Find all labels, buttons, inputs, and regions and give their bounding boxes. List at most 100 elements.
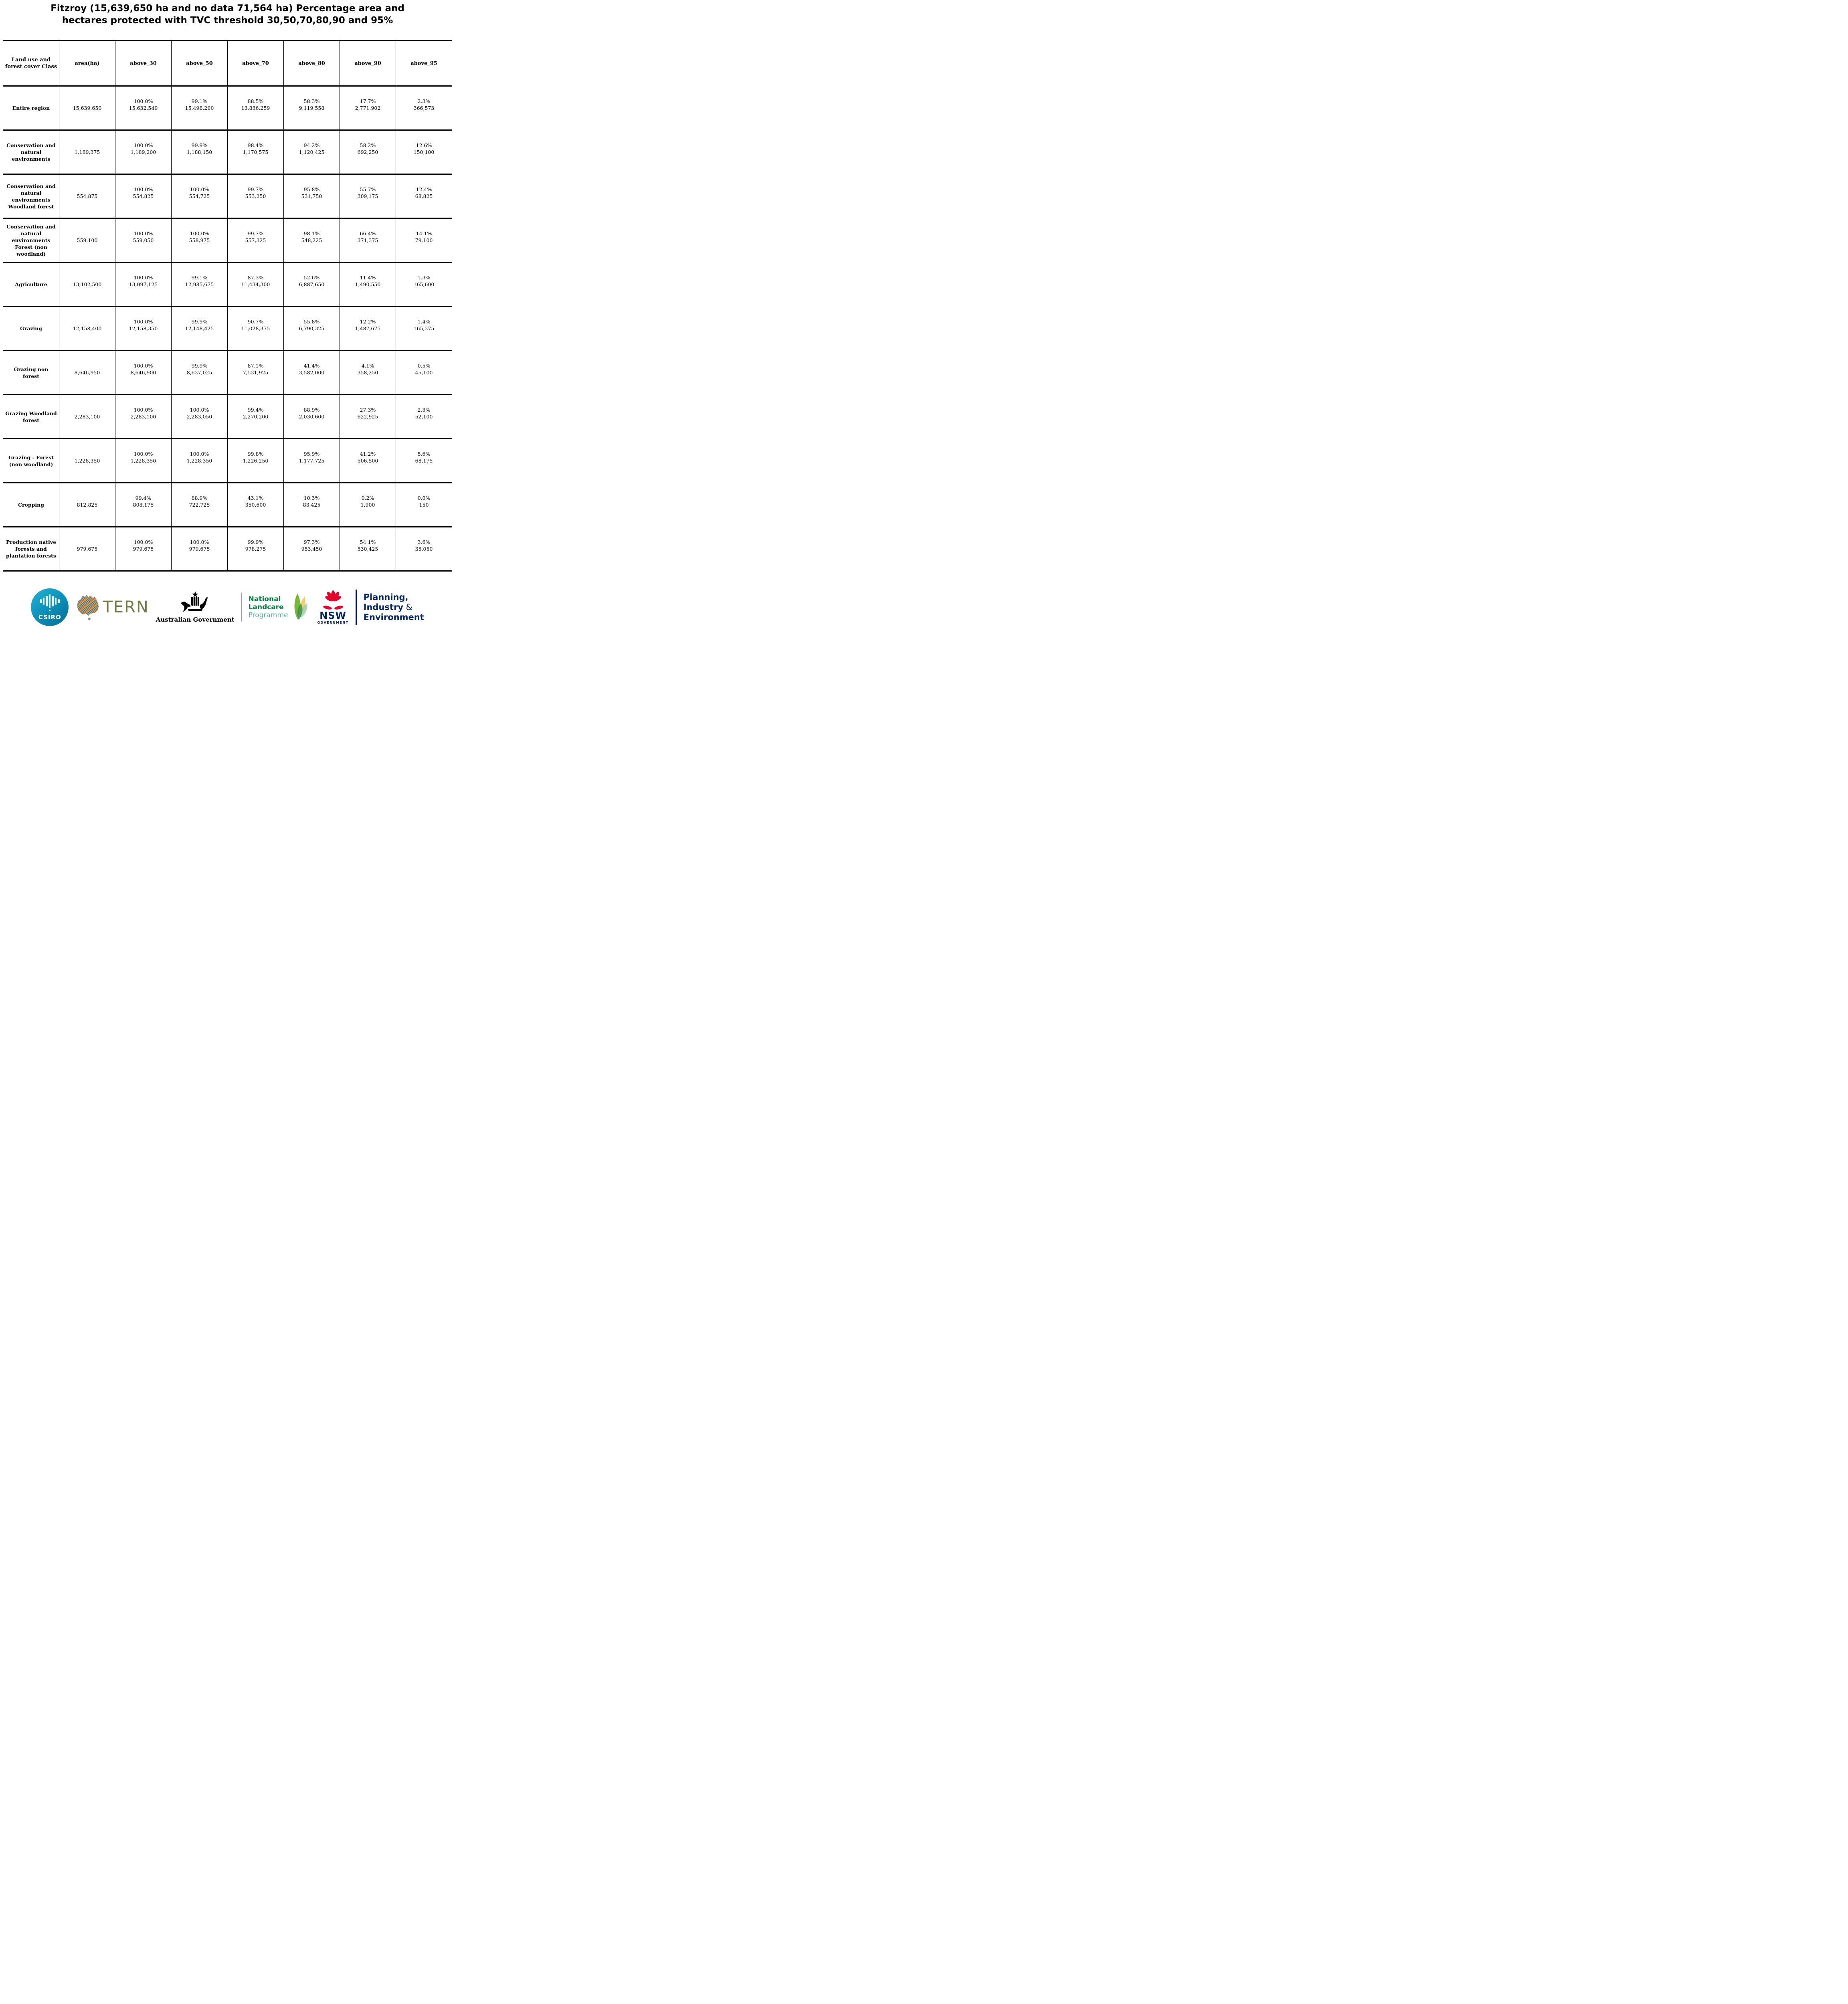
- pct-ha-cell: 4.1% 358,250: [340, 350, 396, 395]
- pct-ha-cell: 0.0% 150: [396, 482, 452, 527]
- ha-value: 1,189,200: [130, 149, 156, 155]
- ha-value: 6,887,650: [299, 281, 325, 287]
- area-ha-cell: 559,100: [59, 218, 115, 263]
- ha-value: 1,490,550: [355, 281, 381, 287]
- national-landcare-programme-logo: National Landcare Programme: [249, 592, 311, 622]
- nsw-label: NSW: [319, 610, 346, 621]
- planning-industry-environment-logo: Planning, Industry & Environment: [364, 592, 424, 622]
- pct-ha-cell: 43.1% 350,600: [227, 482, 284, 527]
- pct-ha-cell: 100.0% 559,050: [115, 218, 172, 263]
- pct-value: 0.5%: [417, 363, 431, 369]
- pct-value: 98.1%: [303, 230, 320, 236]
- pct-ha-cell: 58.3% 9,119,558: [283, 85, 340, 131]
- ha-value: 35,050: [415, 546, 433, 552]
- row-label: Conservation and natural environments: [3, 129, 59, 175]
- pct-value: 5.6%: [417, 451, 431, 457]
- pct-value: 99.4%: [135, 495, 152, 501]
- nsw-waratah-icon: [323, 590, 343, 610]
- pct-ha-cell: 99.9% 12,148,425: [171, 306, 228, 351]
- csiro-dot-icon: [49, 609, 51, 611]
- row-label: Production native forests and plantation…: [3, 526, 59, 572]
- pct-ha-cell: 99.7% 557,325: [227, 218, 284, 263]
- pct-ha-cell: 100.0% 2,283,050: [171, 394, 228, 439]
- area-ha-cell: 979,675: [59, 526, 115, 572]
- pct-ha-cell: 88.9% 2,030,600: [283, 394, 340, 439]
- ha-value: 8,637,025: [186, 370, 212, 376]
- pct-value: 99.8%: [247, 451, 264, 457]
- row-label: Conservation and natural environments Fo…: [3, 218, 59, 263]
- ha-value: 979,675: [189, 546, 210, 552]
- pct-ha-cell: 2.3% 52,100: [396, 394, 452, 439]
- table-row: Conservation and natural environments 1,1…: [3, 129, 452, 175]
- page-title: Fitzroy (15,639,650 ha and no data 71,56…: [51, 3, 404, 26]
- pct-value: 100.0%: [133, 98, 153, 104]
- pct-value: 27.3%: [360, 407, 376, 413]
- ha-value: 3,582,000: [299, 370, 325, 376]
- pct-value: 99.7%: [247, 230, 264, 236]
- pct-value: 52.6%: [303, 275, 320, 281]
- pct-ha-cell: 55.7% 309,175: [340, 174, 396, 219]
- ha-value: 1,900: [360, 502, 375, 508]
- tern-australia-map-icon: [77, 595, 99, 620]
- area-ha-cell: 1,189,375: [59, 129, 115, 175]
- header-row: Land use and forest cover Class area(ha) a…: [3, 40, 452, 87]
- area-ha-cell: 12,158,400: [59, 306, 115, 351]
- tern-label: TERN: [103, 598, 149, 616]
- australian-government-logo: Australian Government: [156, 591, 235, 623]
- pct-ha-cell: 100.0% 13,097,125: [115, 262, 172, 307]
- pct-value: 95.9%: [303, 451, 320, 457]
- pct-ha-cell: 99.4% 808,175: [115, 482, 172, 527]
- pct-value: 99.1%: [191, 98, 208, 104]
- pct-value: 43.1%: [247, 495, 264, 501]
- ha-value: 7,531,925: [243, 370, 269, 376]
- pct-ha-cell: 100.0% 8,646,900: [115, 350, 172, 395]
- pct-ha-cell: 99.8% 1,226,250: [227, 438, 284, 483]
- ha-value: 553,250: [245, 193, 266, 199]
- table-row: Conservation and natural environments Wo…: [3, 174, 452, 219]
- pct-ha-cell: 94.2% 1,120,425: [283, 129, 340, 175]
- area-ha-cell: 13,102,500: [59, 262, 115, 307]
- pct-value: 100.0%: [190, 186, 209, 192]
- column-header: above_95: [396, 40, 452, 87]
- pct-value: 100.0%: [133, 275, 153, 281]
- area-ha-cell: 812,825: [59, 482, 115, 527]
- ha-value: 530,425: [357, 546, 378, 552]
- ha-value: 1,487,675: [355, 325, 381, 331]
- ha-value: 350,600: [245, 502, 266, 508]
- table-row: Grazing non forest 8,646,950 100.0% 8,646,9…: [3, 350, 452, 395]
- pct-ha-cell: 100.0% 2,283,100: [115, 394, 172, 439]
- nsw-government-logo: NSW GOVERNMENT: [317, 590, 348, 624]
- pct-ha-cell: 100.0% 12,158,350: [115, 306, 172, 351]
- pct-ha-cell: 100.0% 1,228,350: [115, 438, 172, 483]
- pct-value: 0.2%: [361, 495, 374, 501]
- divider-line: [241, 593, 242, 622]
- column-header: area(ha): [59, 40, 115, 87]
- ha-value: 1,188,150: [186, 149, 212, 155]
- ha-value: 506,500: [357, 458, 378, 464]
- pct-value: 100.0%: [133, 142, 153, 148]
- ha-value: 808,175: [133, 502, 154, 508]
- pct-ha-cell: 99.9% 1,188,150: [171, 129, 228, 175]
- ha-value: 953,450: [301, 546, 322, 552]
- table-header: Land use and forest cover Class area(ha) a…: [3, 40, 452, 87]
- pct-value: 90.7%: [247, 319, 264, 325]
- ha-value: 165,375: [413, 325, 435, 331]
- ha-value: 548,225: [301, 237, 322, 243]
- pct-ha-cell: 12.4% 68,825: [396, 174, 452, 219]
- ha-value: 558,975: [189, 237, 210, 243]
- pct-ha-cell: 100.0% 979,675: [115, 526, 172, 572]
- ha-value: 68,825: [415, 193, 433, 199]
- australian-government-label: Australian Government: [156, 616, 235, 623]
- ha-value: 358,250: [357, 370, 378, 376]
- ha-value: 11,028,375: [241, 325, 270, 331]
- pct-value: 100.0%: [133, 407, 153, 413]
- ha-value: 2,270,200: [243, 414, 269, 420]
- pct-ha-cell: 100.0% 979,675: [171, 526, 228, 572]
- planning-label-ampersand: &: [403, 602, 413, 612]
- pct-ha-cell: 95.9% 1,177,725: [283, 438, 340, 483]
- ha-value: 2,771,902: [355, 105, 381, 111]
- pct-value: 55.8%: [303, 319, 320, 325]
- row-label: Cropping: [3, 482, 59, 527]
- pct-value: 3.6%: [417, 539, 431, 545]
- ha-value: 12,985,675: [185, 281, 214, 287]
